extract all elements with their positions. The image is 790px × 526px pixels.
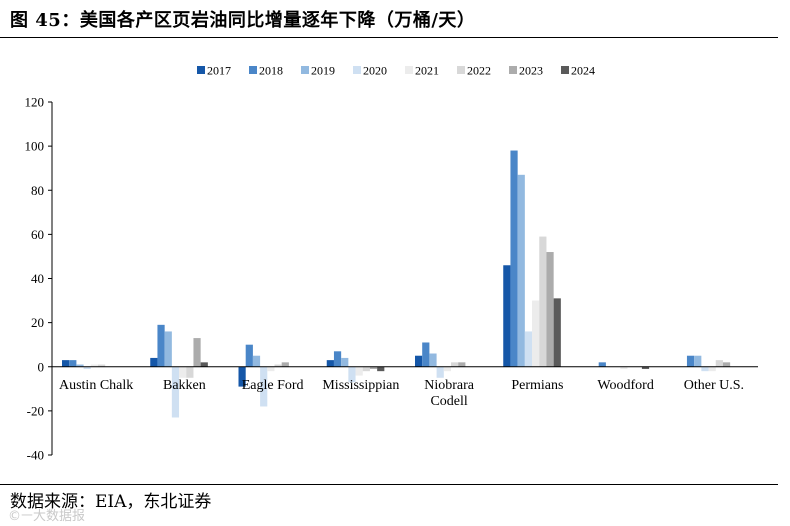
bar	[641, 366, 650, 369]
category-label: Permians	[511, 378, 563, 393]
y-tick-label: -40	[27, 448, 44, 463]
y-tick-label: -20	[27, 403, 44, 418]
y-tick-label: 100	[25, 139, 45, 154]
bar	[686, 355, 695, 367]
bars	[62, 150, 731, 418]
bar	[436, 366, 444, 378]
bar	[369, 366, 378, 369]
bar	[598, 362, 606, 367]
bar	[200, 362, 208, 367]
legend-swatch	[197, 66, 205, 74]
bar	[245, 344, 253, 367]
legend-label: 2023	[519, 64, 543, 78]
category-label: Mississippian	[322, 378, 399, 393]
legend-label: 2019	[311, 64, 335, 78]
bar	[546, 252, 554, 367]
legend-swatch	[509, 66, 517, 74]
legend-label: 2024	[571, 64, 595, 78]
legend: 2017 2018 2019 2020 2021 2022 2023 2024	[197, 64, 595, 78]
source-note: 数据来源：EIA，东北证券	[10, 492, 212, 512]
legend-label: 2017	[207, 64, 231, 78]
legend-swatch	[249, 66, 257, 74]
x-axis: Austin Chalk Bakken Eagle Ford Mississippia…	[52, 366, 758, 409]
bar	[348, 366, 356, 383]
category-label: Eagle Ford	[242, 378, 304, 393]
chart-title: 图 45：美国各产区页岩油同比增量逐年下降（万桶/天）	[10, 10, 476, 31]
bar	[443, 366, 451, 372]
bar	[98, 364, 106, 367]
bar	[252, 355, 261, 367]
y-tick-label: 20	[31, 315, 44, 330]
bar	[69, 360, 77, 367]
y-axis: -40 -20 0 20 40 60 80 100 120	[25, 95, 53, 463]
legend-swatch	[353, 66, 361, 74]
bar	[503, 265, 511, 367]
bar	[451, 362, 459, 367]
bar	[333, 351, 342, 367]
bar	[76, 364, 84, 367]
bar	[186, 366, 194, 378]
bar	[722, 362, 731, 367]
bar	[171, 366, 180, 418]
bar	[281, 362, 289, 367]
bar	[422, 342, 430, 367]
bar	[341, 357, 349, 367]
bar	[274, 364, 282, 367]
legend-swatch	[301, 66, 309, 74]
bar	[620, 366, 628, 369]
bar	[90, 364, 98, 367]
bar	[701, 366, 709, 372]
watermark: ©ㅡ大数据报	[8, 509, 85, 524]
bar	[510, 150, 518, 367]
bar	[326, 360, 334, 367]
category-label: Woodford	[597, 378, 653, 393]
bar	[458, 362, 466, 367]
legend-label: 2018	[259, 64, 283, 78]
bar	[708, 366, 716, 372]
y-tick-label: 0	[38, 359, 45, 374]
y-tick-label: 60	[31, 227, 44, 242]
y-tick-label: 120	[25, 95, 45, 110]
bar	[157, 324, 165, 367]
bar	[260, 366, 268, 407]
bar	[362, 366, 370, 372]
category-label: Other U.S.	[684, 378, 744, 393]
y-tick-label: 80	[31, 183, 44, 198]
y-tick-label: 40	[31, 271, 44, 286]
bar	[164, 331, 172, 367]
bar	[267, 366, 275, 372]
legend-label: 2022	[467, 64, 491, 78]
top-rule	[0, 37, 778, 38]
bar	[532, 300, 540, 367]
bar	[377, 366, 385, 372]
bar	[553, 298, 561, 367]
bar	[539, 236, 547, 367]
bar	[193, 338, 201, 367]
bottom-rule	[0, 484, 778, 485]
bar	[415, 355, 423, 367]
bar	[179, 366, 187, 378]
bar	[238, 366, 246, 387]
category-label: Bakken	[163, 378, 206, 393]
bar	[517, 174, 525, 367]
bar	[83, 366, 91, 369]
category-label: Niobrara Codell	[424, 378, 475, 409]
bar	[62, 360, 70, 367]
bar	[150, 357, 158, 367]
legend-label: 2020	[363, 64, 387, 78]
bar	[694, 355, 702, 367]
legend-label: 2021	[415, 64, 439, 78]
category-label: Austin Chalk	[59, 378, 133, 393]
bar	[429, 353, 437, 367]
legend-swatch	[405, 66, 413, 74]
legend-swatch	[561, 66, 569, 74]
bar	[524, 331, 533, 367]
legend-swatch	[457, 66, 465, 74]
bar	[715, 360, 723, 367]
bar	[355, 366, 363, 376]
